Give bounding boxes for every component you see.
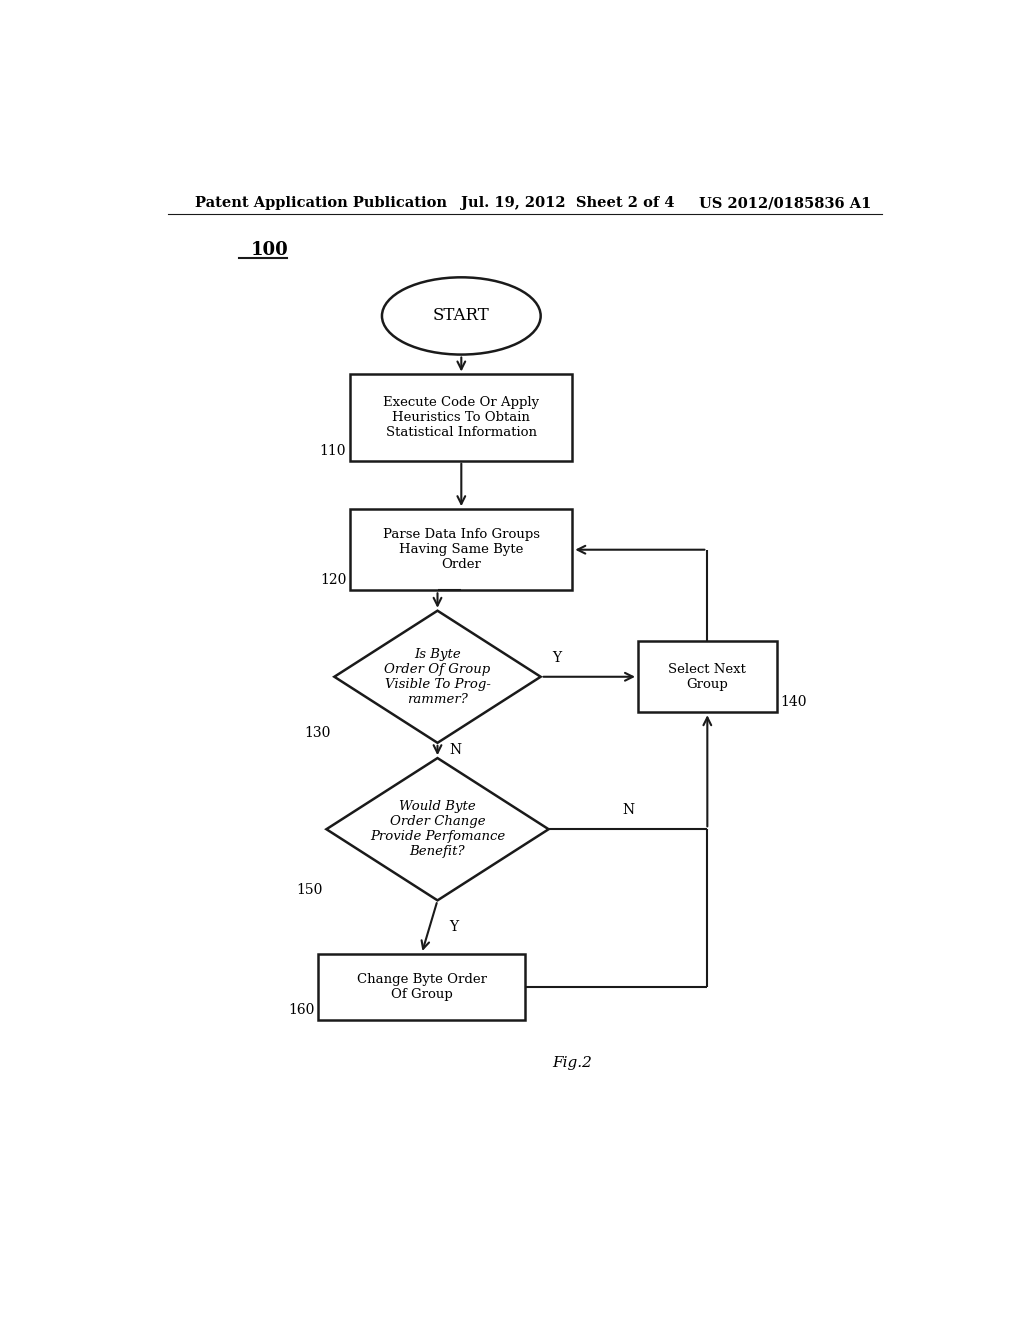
Text: Jul. 19, 2012  Sheet 2 of 4: Jul. 19, 2012 Sheet 2 of 4 [461, 197, 675, 210]
Text: 150: 150 [296, 883, 323, 898]
Text: Y: Y [552, 651, 561, 664]
Bar [318, 954, 524, 1020]
Text: US 2012/0185836 A1: US 2012/0185836 A1 [699, 197, 871, 210]
Text: Y: Y [450, 920, 459, 935]
Bar [350, 510, 572, 590]
Text: Patent Application Publication: Patent Application Publication [196, 197, 447, 210]
Text: Parse Data Info Groups
Having Same Byte
Order: Parse Data Info Groups Having Same Byte … [383, 528, 540, 572]
Text: Fig.2: Fig.2 [553, 1056, 592, 1071]
Text: 100: 100 [251, 240, 289, 259]
Bar [638, 642, 777, 713]
Text: 120: 120 [319, 573, 346, 587]
Bar [350, 375, 572, 461]
Text: 110: 110 [319, 444, 346, 458]
Text: Is Byte
Order Of Group
Visible To Prog-
rammer?: Is Byte Order Of Group Visible To Prog- … [384, 648, 490, 706]
Text: Execute Code Or Apply
Heuristics To Obtain
Statistical Information: Execute Code Or Apply Heuristics To Obta… [383, 396, 540, 440]
Text: Would Byte
Order Change
Provide Perfomance
Benefit?: Would Byte Order Change Provide Perfoman… [370, 800, 505, 858]
Text: N: N [450, 743, 462, 758]
Text: 130: 130 [304, 726, 331, 739]
Text: Select Next
Group: Select Next Group [669, 663, 746, 690]
Text: 140: 140 [780, 696, 807, 709]
Text: N: N [622, 803, 634, 817]
Text: START: START [433, 308, 489, 325]
Text: 160: 160 [288, 1003, 314, 1016]
Text: Change Byte Order
Of Group: Change Byte Order Of Group [356, 973, 486, 1001]
